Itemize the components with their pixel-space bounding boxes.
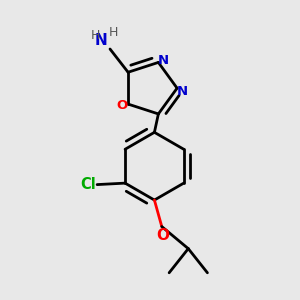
Text: O: O: [156, 228, 169, 243]
Text: H: H: [91, 29, 101, 42]
Text: N: N: [158, 53, 169, 67]
Text: O: O: [117, 99, 128, 112]
Text: H: H: [108, 26, 118, 39]
Text: N: N: [177, 85, 188, 98]
Text: Cl: Cl: [80, 177, 96, 192]
Text: N: N: [95, 33, 108, 48]
